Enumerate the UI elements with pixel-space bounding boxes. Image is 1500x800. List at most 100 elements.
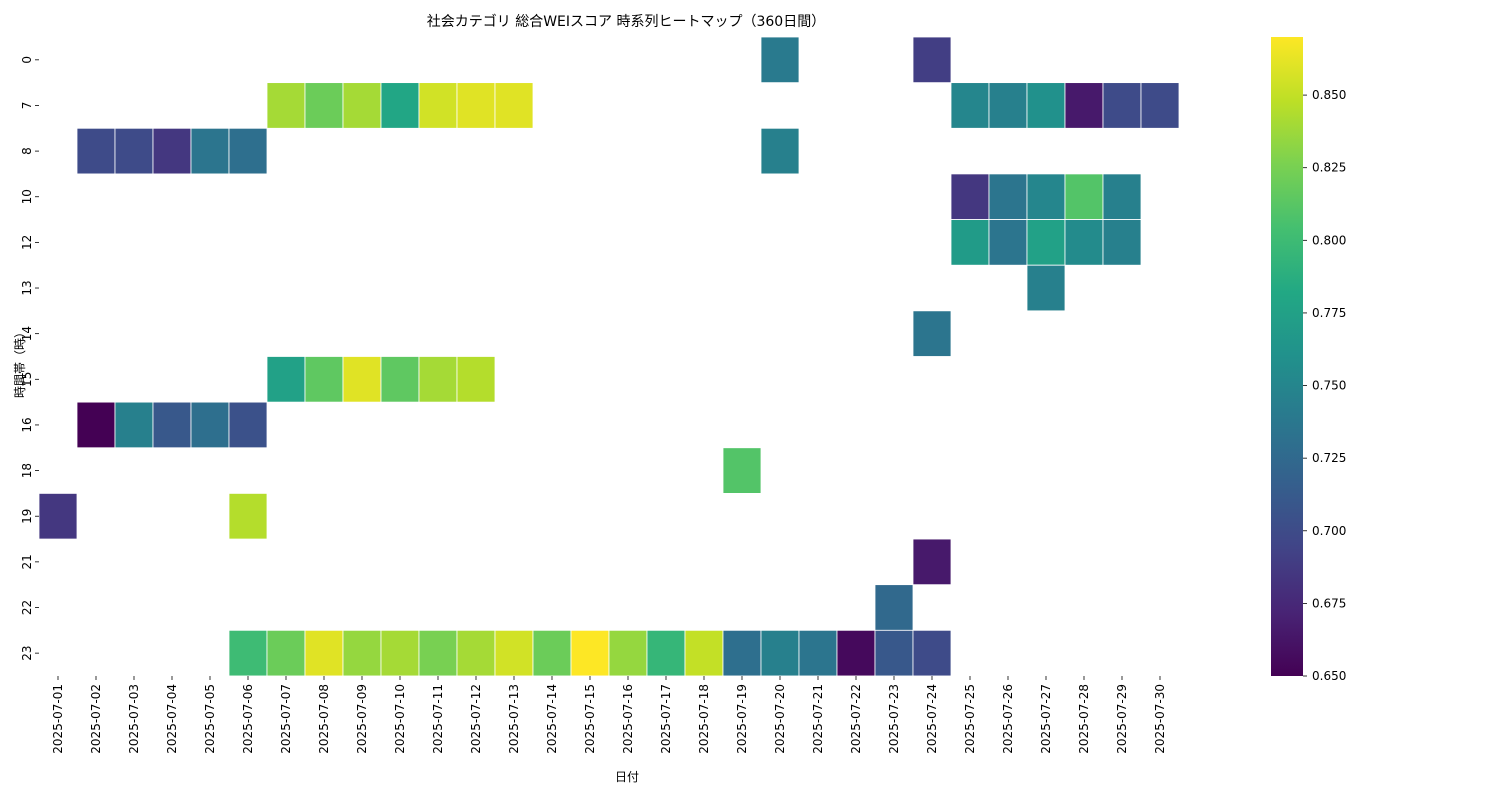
x-tick-label: 2025-07-18 (697, 684, 711, 754)
heatmap-cell (988, 82, 1028, 129)
y-axis-label: 時間帯（時） (13, 326, 27, 398)
x-tick-label: 2025-07-09 (355, 684, 369, 754)
x-tick-label: 2025-07-07 (279, 684, 293, 754)
x-tick-label: 2025-07-27 (1039, 684, 1053, 754)
x-tick-label: 2025-07-05 (203, 684, 217, 754)
colorbar-ticks: 0.650 0.675 0.700 0.725 0.750 0.775 0.800 0.825… (1303, 88, 1346, 683)
heatmap-cell (874, 629, 914, 677)
y-tick-label: 21 (20, 554, 34, 569)
heatmap-cell (114, 127, 154, 175)
x-tick-label: 2025-07-29 (1115, 684, 1129, 754)
heatmap-cell (912, 629, 952, 677)
heatmap-cell (228, 401, 268, 449)
x-tick-label: 2025-07-15 (583, 684, 597, 754)
y-tick-label: 19 (20, 509, 34, 524)
x-tick-label: 2025-07-26 (1001, 684, 1015, 754)
heatmap-cell (874, 584, 914, 631)
colorbar-tick-label: 0.750 (1312, 379, 1346, 393)
x-tick-label: 2025-07-03 (127, 684, 141, 754)
heatmap-cell (836, 629, 876, 677)
heatmap-cell (912, 310, 952, 357)
x-tick-label: 2025-07-10 (393, 684, 407, 754)
heatmap-cell (342, 82, 382, 129)
heatmap-cell (228, 629, 268, 677)
heatmap-cell (532, 629, 572, 677)
y-tick-label: 23 (20, 645, 34, 660)
heatmap-cell (1102, 173, 1142, 220)
heatmap-cell (1064, 173, 1104, 220)
colorbar-tick-label: 0.650 (1312, 669, 1346, 683)
chart-title: 社会カテゴリ 総合WEIスコア 時系列ヒートマップ（360日間） (427, 13, 825, 30)
heatmap-cell (114, 401, 154, 449)
heatmap-cell (1026, 264, 1066, 312)
heatmap-cell (380, 82, 420, 129)
heatmap-cell (988, 173, 1028, 220)
y-tick-label: 16 (20, 417, 34, 432)
x-tick-label: 2025-07-25 (963, 684, 977, 754)
heatmap-cell (456, 629, 496, 677)
heatmap-cell (760, 629, 800, 677)
x-axis-label: 日付 (615, 770, 639, 784)
x-tick-label: 2025-07-06 (241, 684, 255, 754)
heatmap-cell (152, 127, 192, 175)
heatmap-cells (38, 36, 1180, 677)
x-tick-label: 2025-07-21 (811, 684, 825, 754)
heatmap-cell (912, 538, 952, 586)
heatmap-cell (722, 629, 762, 677)
colorbar-tick-label: 0.800 (1312, 233, 1346, 247)
heatmap-cell (798, 629, 838, 677)
heatmap-cell (950, 82, 990, 129)
heatmap-cell (608, 629, 648, 677)
y-tick-label: 10 (20, 189, 34, 204)
y-tick-label: 0 (20, 56, 34, 64)
heatmap-cell (456, 356, 496, 403)
y-tick-label: 7 (20, 102, 34, 110)
y-tick-label: 18 (20, 463, 34, 478)
heatmap-cell (1102, 219, 1142, 266)
heatmap-cell (76, 401, 116, 449)
heatmap-cell (418, 629, 458, 677)
heatmap-cell (190, 401, 230, 449)
heatmap-cell (1064, 219, 1104, 266)
x-tick-label: 2025-07-30 (1153, 684, 1167, 754)
heatmap-cell (760, 127, 800, 175)
heatmap-cell (266, 82, 306, 129)
x-tick-label: 2025-07-24 (925, 684, 939, 754)
heatmap-cell (1064, 82, 1104, 129)
colorbar-tick-label: 0.700 (1312, 524, 1346, 538)
colorbar-tick-label: 0.850 (1312, 88, 1346, 102)
heatmap-cell (1102, 82, 1142, 129)
heatmap-cell (76, 127, 116, 175)
heatmap-cell (304, 629, 344, 677)
heatmap-cell (494, 82, 534, 129)
x-tick-label: 2025-07-01 (51, 684, 65, 754)
x-tick-label: 2025-07-02 (89, 684, 103, 754)
heatmap-cell (266, 629, 306, 677)
x-tick-label: 2025-07-11 (431, 684, 445, 754)
heatmap-cell (228, 127, 268, 175)
x-tick-label: 2025-07-16 (621, 684, 635, 754)
heatmap-cell (494, 629, 534, 677)
y-tick-label: 22 (20, 600, 34, 615)
heatmap-cell (342, 629, 382, 677)
x-tick-label: 2025-07-22 (849, 684, 863, 754)
heatmap-cell (722, 447, 762, 494)
heatmap-cell (1026, 173, 1066, 220)
y-tick-label: 14 (20, 326, 34, 341)
colorbar (1271, 37, 1303, 676)
x-tick-label: 2025-07-14 (545, 684, 559, 754)
x-tick-label: 2025-07-28 (1077, 684, 1091, 754)
heatmap-cell (418, 356, 458, 403)
x-tick-label: 2025-07-19 (735, 684, 749, 754)
x-tick-label: 2025-07-08 (317, 684, 331, 754)
x-tick-label: 2025-07-20 (773, 684, 787, 754)
colorbar-tick-label: 0.825 (1312, 161, 1346, 175)
heatmap-cell (570, 629, 610, 677)
heatmap-cell (38, 492, 78, 540)
y-tick-label: 13 (20, 280, 34, 295)
heatmap-cell (418, 82, 458, 129)
heatmap-cell (646, 629, 686, 677)
x-tick-label: 2025-07-17 (659, 684, 673, 754)
heatmap-cell (684, 629, 724, 677)
